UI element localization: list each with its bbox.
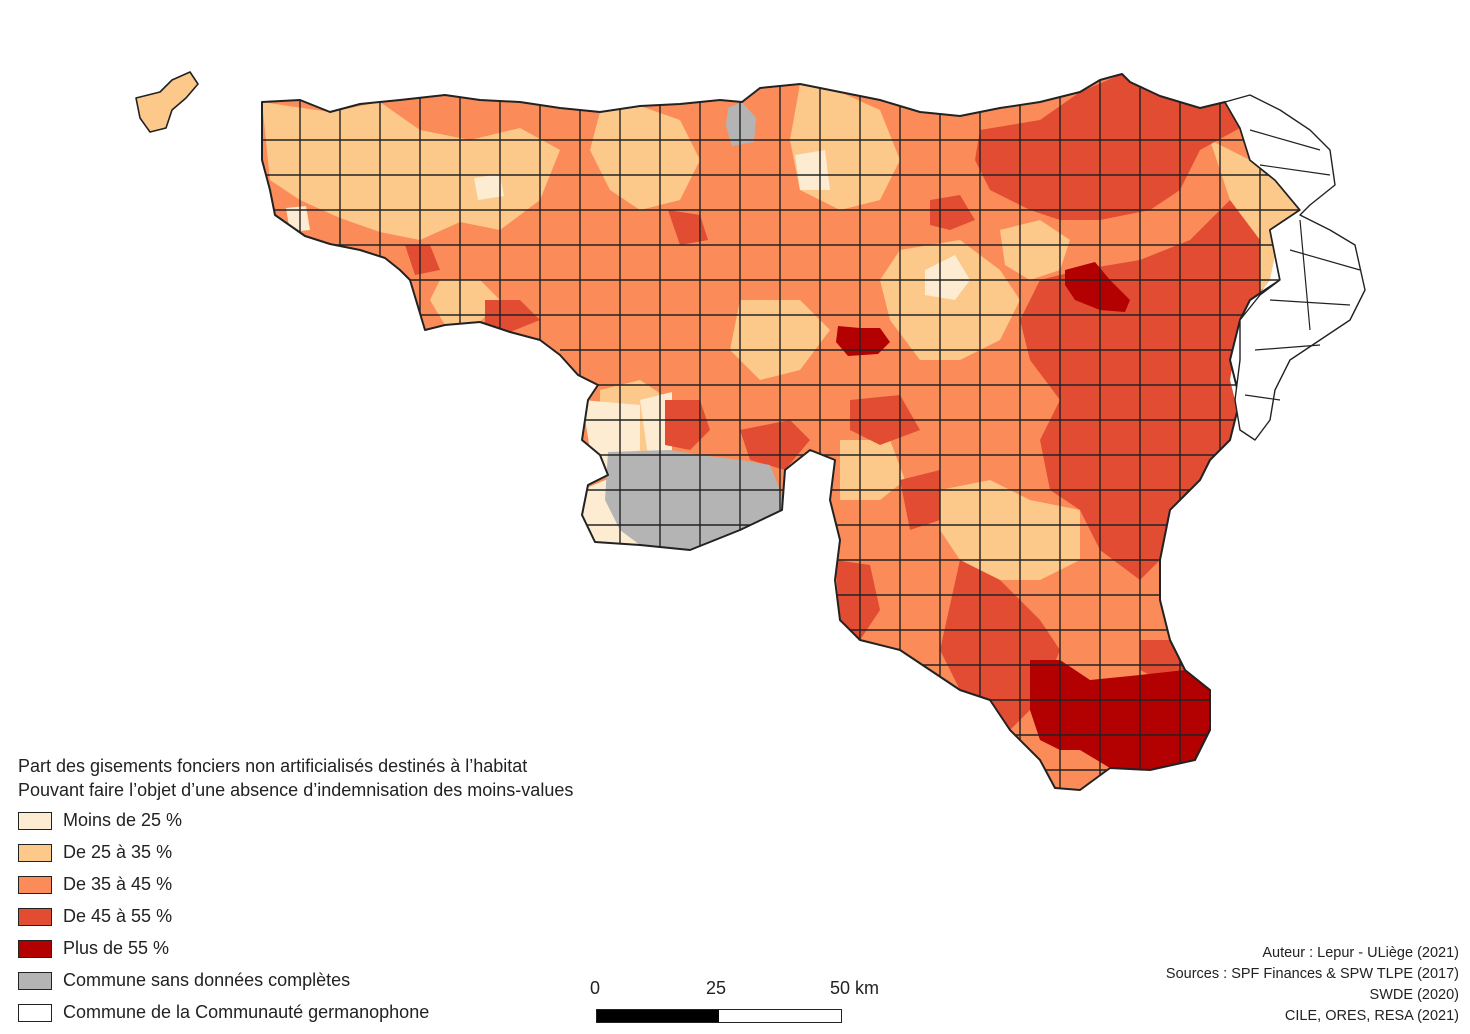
legend-item: De 45 à 55 % — [18, 902, 678, 934]
legend-swatch — [18, 908, 52, 926]
credit-author: Auteur : Lepur - ULiège (2021) — [1262, 945, 1459, 961]
scale-bar: 0 25 50 km — [590, 974, 896, 1034]
legend-item: De 35 à 45 % — [18, 870, 678, 902]
legend: Part des gisements fonciers non artifici… — [18, 754, 678, 1030]
scale-tick-50: 50 km — [830, 978, 880, 998]
legend-title-line2: Pouvant faire l’objet d’une absence d’in… — [18, 780, 574, 800]
legend-label: De 35 à 45 % — [63, 874, 173, 894]
legend-items: Moins de 25 % De 25 à 35 % De 35 à 45 % De … — [18, 806, 678, 1030]
scale-bar-graphic — [596, 1009, 842, 1023]
legend-label: Moins de 25 % — [63, 810, 183, 830]
germanophone-boundaries — [1244, 129, 1361, 401]
scale-segment-white — [719, 1010, 841, 1022]
legend-label: Plus de 55 % — [63, 938, 170, 958]
wallonia-outline — [261, 73, 1301, 791]
zone-over-55 — [836, 262, 1210, 770]
legend-label: De 45 à 55 % — [63, 906, 173, 926]
credit-sources-2: SWDE (2020) — [1369, 987, 1459, 1003]
scale-tick-0: 0 — [590, 978, 601, 998]
zone-25-35 — [262, 84, 1300, 580]
legend-label: Commune sans données complètes — [63, 970, 351, 990]
credit-sources-3: CILE, ORES, RESA (2021) — [1284, 1008, 1459, 1024]
credits: Auteur : Lepur - ULiège (2021) Sources :… — [1039, 943, 1459, 1027]
legend-swatch — [18, 876, 52, 894]
legend-swatch — [18, 812, 52, 830]
legend-label: De 25 à 35 % — [63, 842, 173, 862]
scale-segment-black — [597, 1010, 719, 1022]
scale-tick-25: 25 — [706, 978, 727, 998]
legend-item: Commune de la Communauté germanophone — [18, 998, 678, 1030]
legend-item: Commune sans données complètes — [18, 966, 678, 998]
legend-swatch — [18, 940, 52, 958]
legend-title-line1: Part des gisements fonciers non artifici… — [18, 756, 528, 776]
legend-label: Commune de la Communauté germanophone — [63, 1002, 430, 1022]
legend-item: Plus de 55 % — [18, 934, 678, 966]
legend-item: Moins de 25 % — [18, 806, 678, 838]
legend-swatch — [18, 1004, 52, 1022]
comines-enclave — [135, 71, 199, 133]
germanophone-outline — [1224, 94, 1366, 441]
legend-item: De 25 à 35 % — [18, 838, 678, 870]
credit-sources-1: Sources : SPF Finances & SPW TLPE (2017) — [1165, 966, 1459, 982]
legend-swatch — [18, 972, 52, 990]
legend-swatch — [18, 844, 52, 862]
